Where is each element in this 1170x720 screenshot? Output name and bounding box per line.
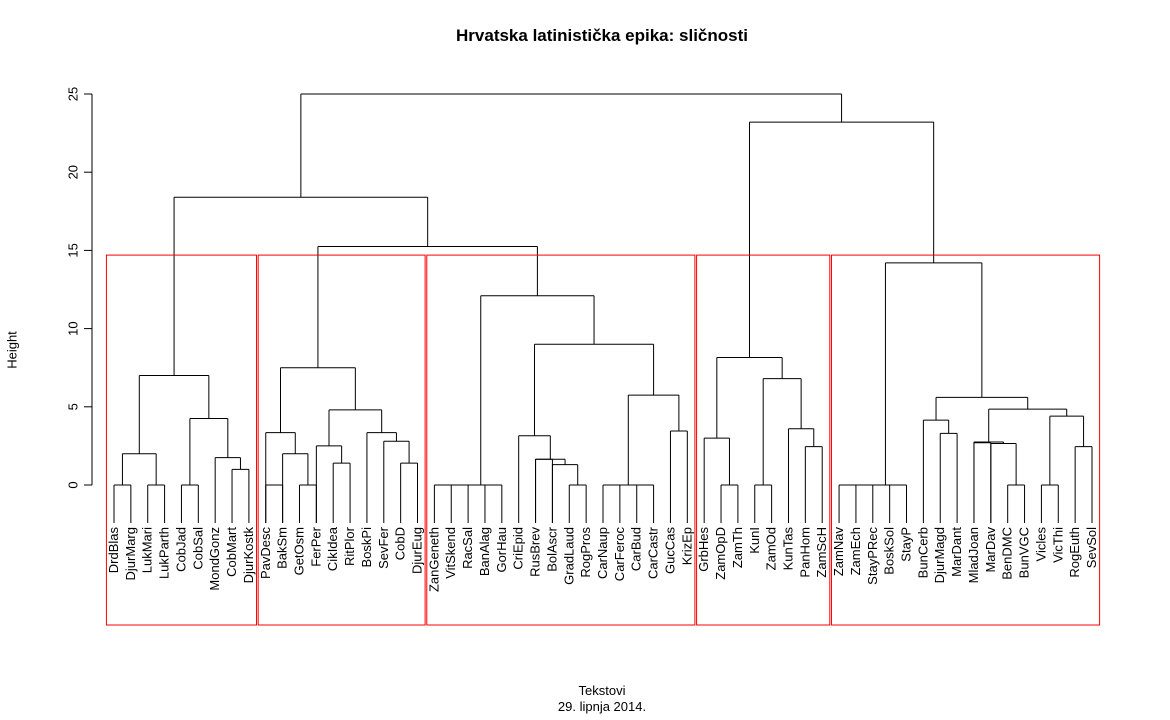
cluster-rect [830,254,1101,626]
y-axis-tick-label: 0 [65,481,80,488]
leaf-label: PavDesc [258,527,273,580]
leaf-label: BenDMC [1000,527,1015,580]
leaf-label: BunVGC [1017,527,1032,578]
leaf-label: MarDant [949,527,964,577]
cluster-rect [257,254,426,626]
leaf-label: RogEuth [1067,527,1082,578]
leaf-label: CriEpid [511,527,526,570]
leaf-label: VitSkend [443,527,458,579]
leaf-label: CobSal [190,527,205,570]
leaf-label: VicThi [1050,527,1065,563]
leaf-label: CikIdea [325,526,340,571]
leaf-label: GorHau [494,527,509,573]
leaf-label: BoskPi [359,527,374,568]
leaf-label: StayPRec [865,527,880,585]
leaf-label: ZamNav [831,527,846,577]
leaf-label: CarFeroc [612,527,627,582]
leaf-label: CarBud [629,527,644,571]
leaf-label: MarDav [983,527,998,573]
leaf-label: GetOsm [291,527,306,575]
leaf-label: KunTas [780,527,795,571]
leaf-label: CobJad [173,527,188,572]
leaf-label: ZamOd [764,527,779,570]
leaf-label: RitPlor [342,526,357,566]
leaf-label: ZanGeneth [426,527,441,592]
leaf-label: DjurMarg [123,527,138,580]
cluster-rect [426,254,696,626]
y-axis-tick-label: 20 [65,165,80,179]
leaf-label: ZamEch [848,527,863,575]
leaf-label: CarNaup [595,527,610,579]
y-axis-tick-label: 10 [65,321,80,335]
leaf-label: StayP [899,527,914,562]
leaf-label: RogPros [578,527,593,578]
leaf-label: CobD [393,527,408,560]
leaf-label: LukParth [157,527,172,579]
leaf-label: RusBrev [528,527,543,577]
y-axis-tick-label: 5 [65,403,80,410]
leaf-label: PanHom [797,527,812,578]
leaf-label: BakSm [275,527,290,569]
leaf-label: ZamScH [814,527,829,578]
leaf-label: KunI [747,527,762,554]
chart-title: Hrvatska latinistička epika: sličnosti [456,26,748,45]
y-axis-tick-label: 25 [65,87,80,101]
leaf-label: BoskSol [882,527,897,575]
leaf-label: BolAscr [544,526,559,571]
leaf-label: SevSol [1084,527,1099,568]
leaf-label: SevFer [376,526,391,569]
leaf-label: BanAlag [477,527,492,576]
leaf-label: DjurEug [410,527,425,574]
y-axis-label: Height [4,331,20,369]
leaf-label: DjurKostk [241,527,256,584]
leaf-label: DrdBlas [106,527,121,574]
leaf-label: BunCerb [915,527,930,578]
leaf-label: KrizEp [679,527,694,565]
x-axis-label: Tekstovi [578,683,626,698]
leaf-label: Vicles [1033,527,1048,562]
leaf-label: MondGonz [207,527,222,591]
leaf-label: ZamTh [730,527,745,568]
leaf-label: LukMari [140,527,155,573]
leaf-label: GrbHes [696,527,711,572]
leaf-label: FerPer [308,526,323,566]
leaf-label: ZamOpD [713,527,728,580]
cluster-rect [696,254,831,626]
cluster-rect [105,254,257,626]
leaf-label: MladJoan [966,527,981,583]
leaf-label: RacSal [460,527,475,569]
y-axis-tick-label: 15 [65,243,80,257]
leaf-label: GucCas [662,527,677,574]
leaf-label: CobMart [224,527,239,577]
leaf-label: CarCastr [646,526,661,579]
chart-subtitle: 29. lipnja 2014. [557,699,647,714]
leaf-label: DjurMagd [932,527,947,583]
leaf-label: GradLaud [561,527,576,585]
